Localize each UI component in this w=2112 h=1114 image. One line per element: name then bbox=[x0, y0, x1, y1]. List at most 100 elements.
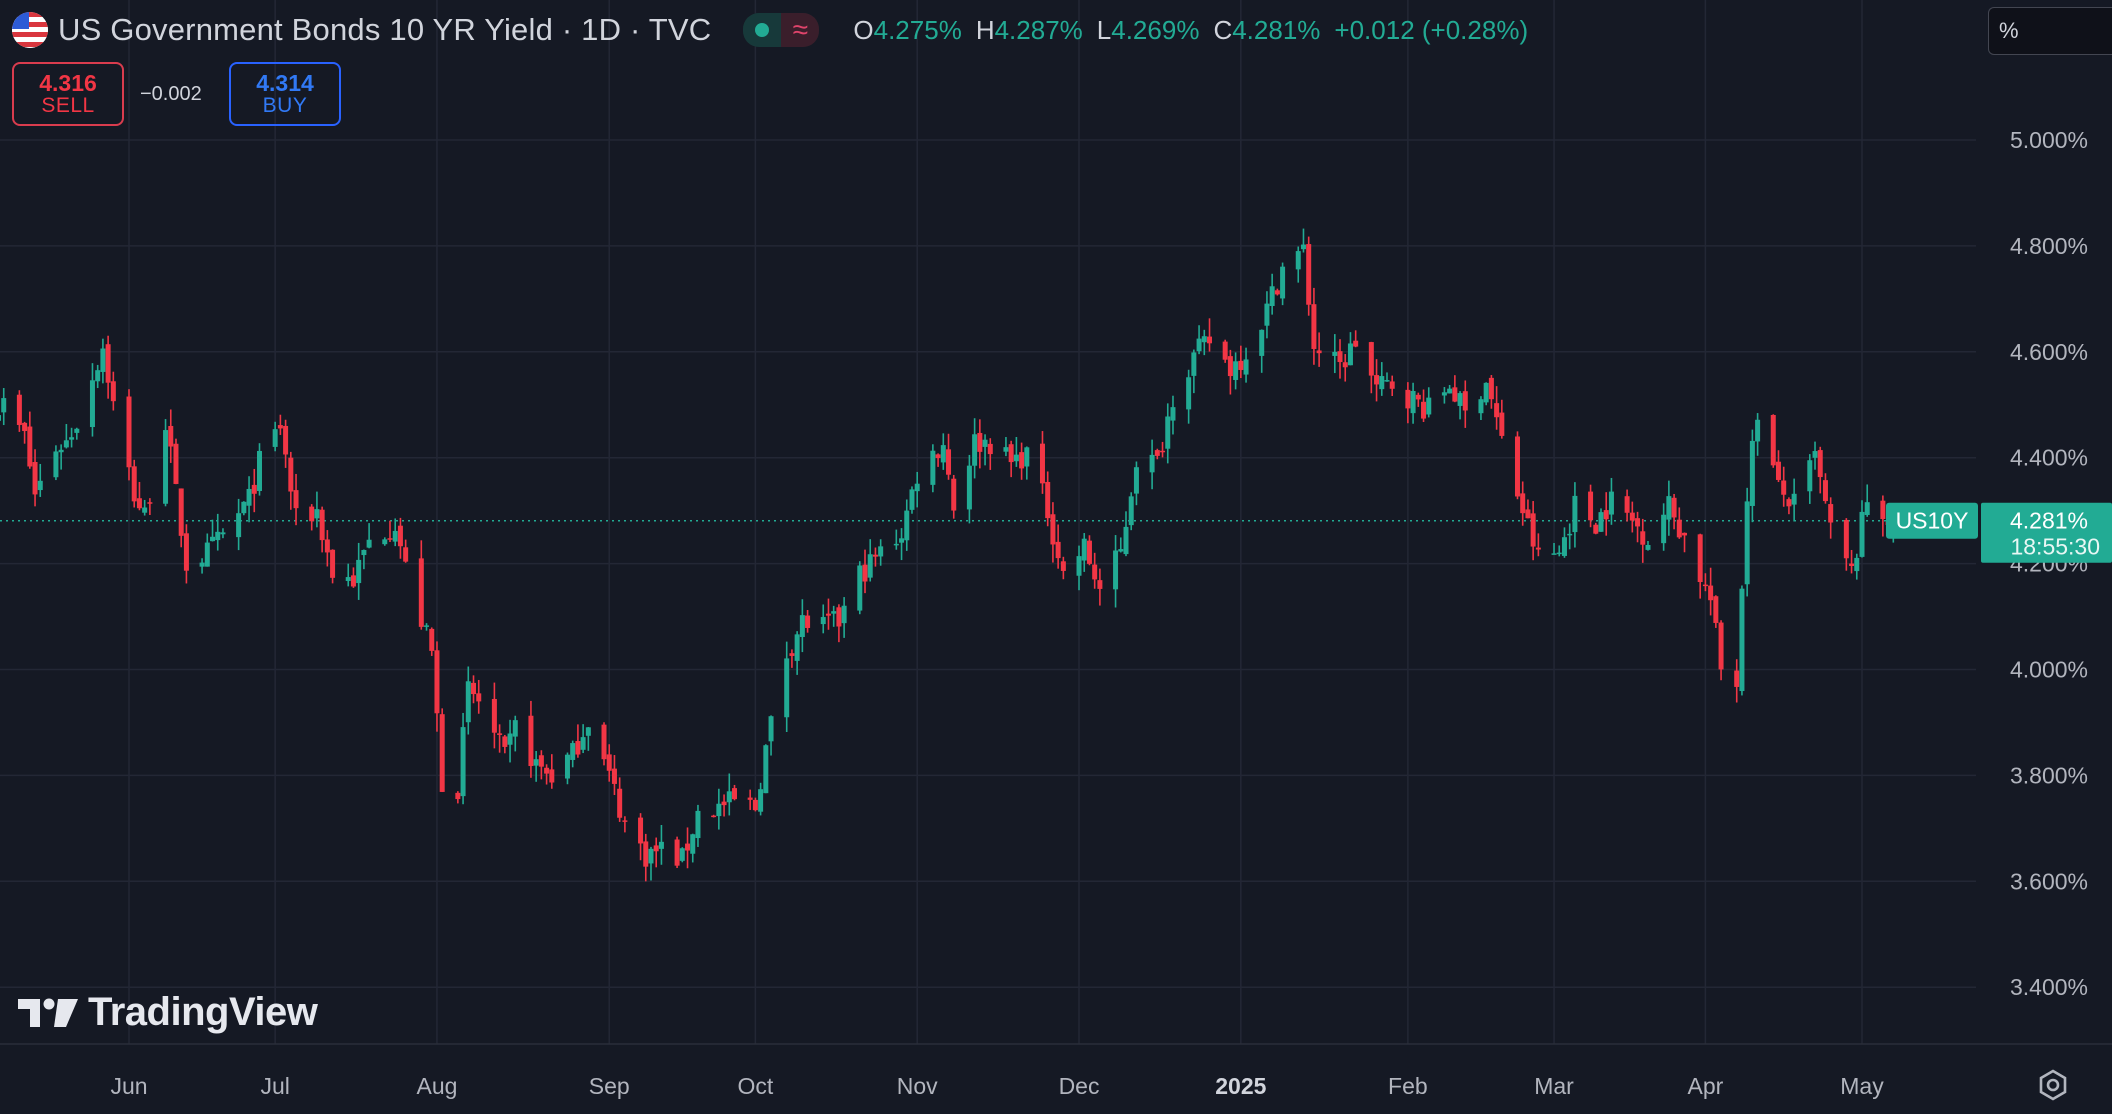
candle-body bbox=[1666, 496, 1672, 520]
candle-body bbox=[1264, 303, 1270, 326]
candle-body bbox=[63, 440, 69, 448]
candle-body bbox=[173, 443, 179, 484]
candle-body bbox=[606, 754, 612, 771]
candle-body bbox=[471, 682, 477, 695]
candle-body bbox=[1039, 443, 1045, 484]
settings-gear-icon[interactable] bbox=[2036, 1068, 2070, 1102]
candle bbox=[1274, 288, 1280, 296]
candle-body bbox=[1, 398, 7, 413]
candle-body bbox=[1165, 416, 1171, 449]
candle bbox=[168, 409, 174, 463]
tradingview-logo[interactable]: TradingView bbox=[18, 990, 318, 1035]
candle bbox=[1039, 431, 1045, 494]
candle-body bbox=[246, 488, 252, 506]
price-tick-label: 4.600% bbox=[2010, 339, 2088, 365]
candle-body bbox=[1280, 266, 1286, 299]
candle-body bbox=[533, 759, 539, 766]
candle bbox=[732, 784, 738, 801]
candle-body bbox=[1441, 392, 1447, 396]
candle-body bbox=[1859, 511, 1865, 557]
candle bbox=[1405, 382, 1411, 424]
candle bbox=[1645, 540, 1651, 551]
time-axis[interactable]: Jun Jul Aug Sep Oct Nov Dec 2025 Feb Mar Apr May bbox=[110, 1073, 1884, 1099]
ohlc-legend: O4.275% H4.287% L4.269% C4.281% +0.012 (… bbox=[853, 15, 1528, 46]
candle-body bbox=[1749, 440, 1755, 506]
candle bbox=[455, 791, 461, 804]
buy-button[interactable]: 4.314 BUY bbox=[229, 62, 341, 126]
candle-body bbox=[147, 502, 153, 504]
candle bbox=[716, 788, 722, 830]
candle-body bbox=[564, 754, 570, 779]
candle bbox=[215, 513, 221, 551]
candle bbox=[1306, 236, 1312, 316]
candle bbox=[711, 814, 717, 818]
candle bbox=[1588, 484, 1594, 528]
candle-body bbox=[460, 727, 466, 797]
market-status[interactable]: ≈ bbox=[743, 13, 820, 47]
candle-body bbox=[1478, 399, 1484, 414]
candle bbox=[1781, 466, 1787, 507]
candle-body bbox=[1426, 397, 1432, 415]
candle-body bbox=[1708, 585, 1714, 601]
candle bbox=[1410, 382, 1416, 424]
chart-grid bbox=[0, 0, 2112, 1045]
price-unit-selector[interactable]: % bbox=[1988, 7, 2112, 55]
candle bbox=[246, 476, 252, 523]
candle bbox=[110, 371, 116, 411]
candle bbox=[825, 598, 831, 630]
candle bbox=[1828, 497, 1834, 539]
candle-body bbox=[789, 653, 795, 656]
candle-body bbox=[951, 478, 957, 511]
candle-body bbox=[507, 733, 513, 745]
candle bbox=[805, 610, 811, 633]
candle-body bbox=[966, 465, 972, 510]
candle-body bbox=[1880, 500, 1886, 519]
tradingview-logo-icon bbox=[18, 998, 78, 1027]
candle-body bbox=[1854, 557, 1860, 572]
candle bbox=[1123, 511, 1129, 557]
candle bbox=[1280, 262, 1286, 306]
candle bbox=[105, 335, 111, 399]
candle-body bbox=[1207, 336, 1213, 344]
candle bbox=[1013, 436, 1019, 467]
sell-button[interactable]: 4.316 SELL bbox=[12, 62, 124, 126]
candle-body bbox=[799, 615, 805, 638]
candle-body bbox=[236, 513, 242, 538]
symbol-title[interactable]: US Government Bonds 10 YR Yield · 1D · T… bbox=[58, 12, 712, 47]
candle-body bbox=[1374, 375, 1380, 385]
candle bbox=[0, 415, 2, 421]
candle-body bbox=[585, 727, 591, 736]
candle bbox=[74, 427, 80, 440]
candle-body bbox=[1133, 467, 1139, 494]
candle-body bbox=[752, 799, 758, 811]
time-tick-label: Feb bbox=[1388, 1073, 1428, 1099]
candle bbox=[747, 789, 753, 810]
tradingview-logo-text: TradingView bbox=[88, 990, 318, 1034]
candle-body bbox=[1421, 401, 1427, 419]
candle-body bbox=[1593, 524, 1599, 534]
candle bbox=[878, 539, 884, 566]
candle bbox=[1598, 508, 1604, 532]
candle bbox=[836, 604, 842, 643]
price-tick-label: 3.800% bbox=[2010, 762, 2088, 788]
price-axis[interactable]: 5.000%4.800%4.600%4.400%4.200%4.000%3.80… bbox=[2010, 127, 2088, 1000]
candle bbox=[1608, 477, 1614, 525]
candle-body bbox=[893, 543, 899, 546]
candle bbox=[1640, 518, 1646, 563]
candle bbox=[1624, 489, 1630, 522]
candle-body bbox=[1191, 352, 1197, 376]
candle-body bbox=[356, 559, 362, 584]
candle bbox=[471, 675, 477, 704]
candle bbox=[1561, 527, 1567, 558]
candle-body bbox=[0, 415, 2, 421]
candle-body bbox=[899, 538, 905, 543]
candle-body bbox=[256, 450, 262, 491]
candle bbox=[288, 451, 294, 510]
candle-body bbox=[37, 480, 43, 491]
candle-body bbox=[105, 344, 111, 383]
candle bbox=[904, 499, 910, 551]
candle bbox=[1697, 533, 1703, 599]
candle-body bbox=[476, 693, 482, 702]
candle-body bbox=[1045, 481, 1051, 519]
